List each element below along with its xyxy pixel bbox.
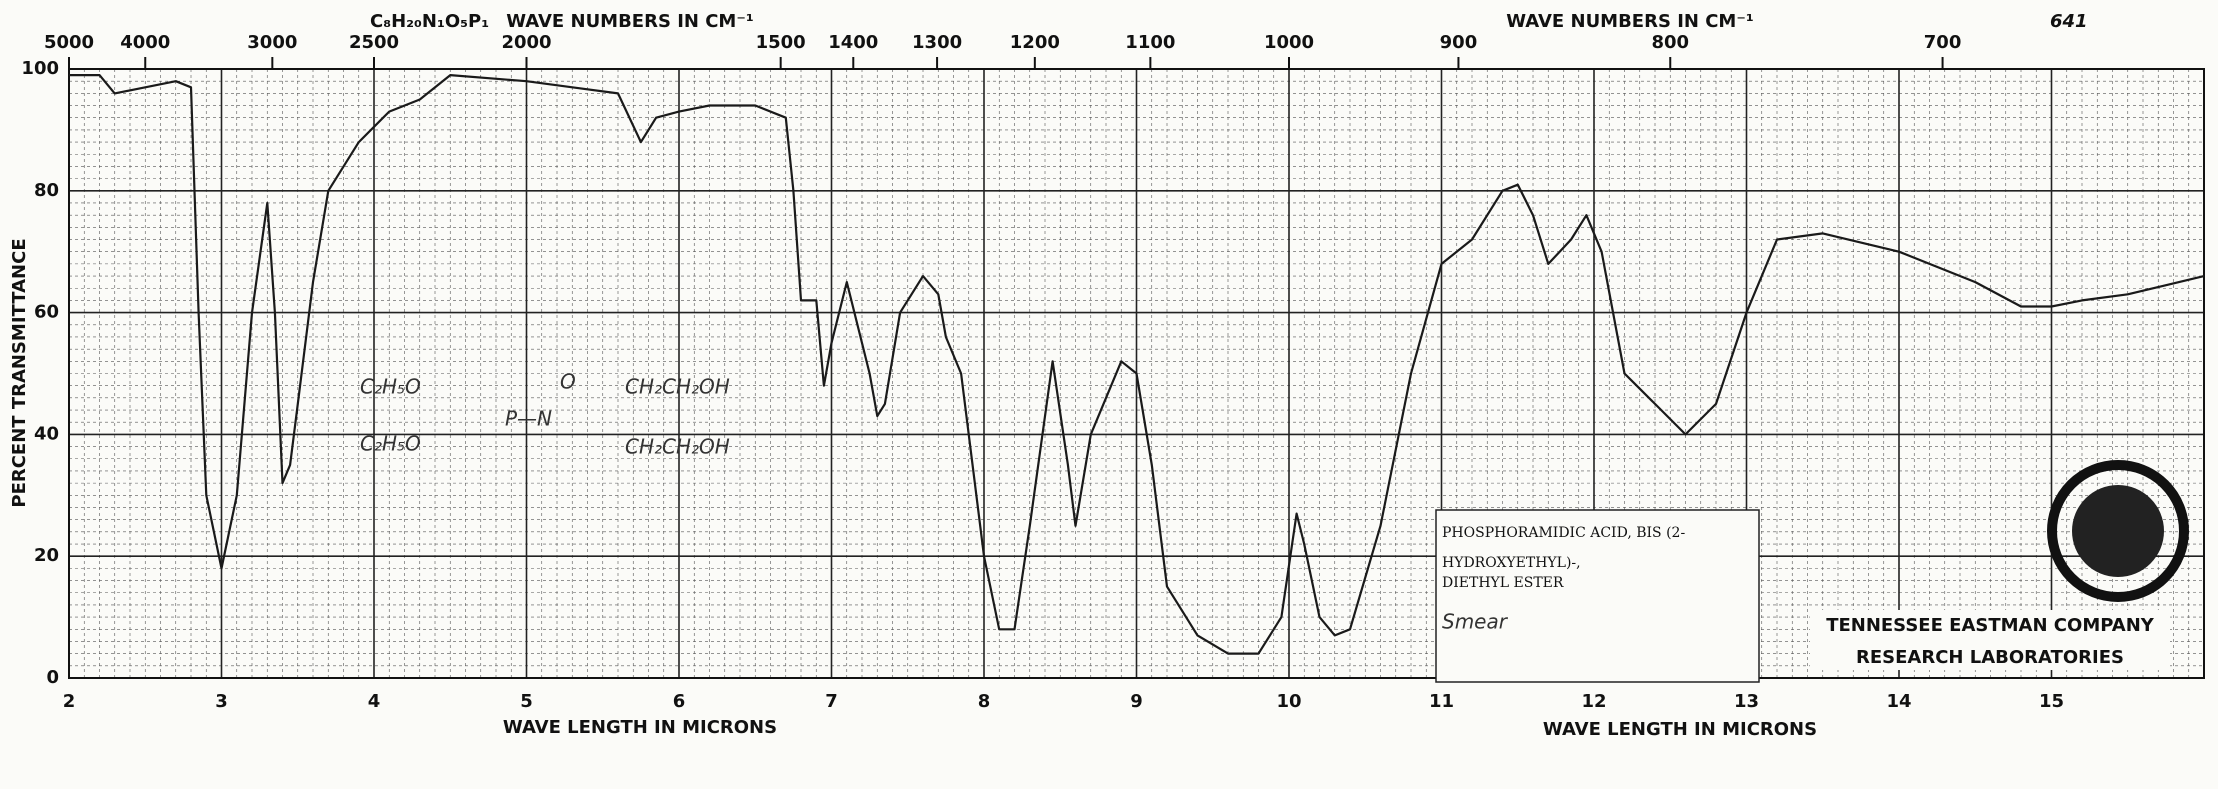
laboratory: RESEARCH LABORATORIES	[1856, 647, 2124, 668]
structure-note: C₂H₅O	[360, 375, 421, 399]
x2-tick-label: 1400	[828, 32, 878, 53]
plot-frame	[68, 68, 2205, 679]
x2-tick-label: 5000	[44, 32, 94, 53]
structure-note: CH₂CH₂OH	[625, 435, 730, 459]
company-box	[1810, 610, 2170, 670]
compound-name: HYDROXYETHYL)-,	[1442, 555, 1581, 571]
x-tick-label: 3	[215, 691, 228, 712]
x-tick-label: 9	[1130, 691, 1143, 712]
x2-tick-label: 700	[1924, 32, 1962, 53]
x2-tick-label: 3000	[247, 32, 297, 53]
x-tick-label: 6	[673, 691, 686, 712]
structure-note: CH₂CH₂OH	[625, 375, 730, 399]
x-tick-label: 8	[978, 691, 991, 712]
x-axis-label: WAVE LENGTH IN MICRONS	[503, 717, 777, 738]
x2-tick-label: 2500	[349, 32, 399, 53]
x-tick-label: 7	[825, 691, 838, 712]
compound-name: DIETHYL ESTER	[1442, 575, 1564, 591]
x2-tick-label: 900	[1440, 32, 1478, 53]
x-tick-label: 12	[1581, 691, 1606, 712]
x2-tick-label: 800	[1651, 32, 1689, 53]
structure-note: P—N	[505, 407, 552, 431]
y-tick-label: 80	[34, 180, 59, 201]
x-tick-label: 4	[368, 691, 381, 712]
structure-note: C₂H₅O	[360, 432, 421, 456]
x-tick-label: 13	[1734, 691, 1759, 712]
x2-tick-label: 1200	[1010, 32, 1060, 53]
chart-title-right: WAVE NUMBERS IN CM⁻¹	[1506, 11, 1753, 32]
x2-tick-label: 1500	[756, 32, 806, 53]
formula: C₈H₂₀N₁O₅P₁	[370, 11, 489, 32]
x2-tick-label: 1100	[1125, 32, 1175, 53]
sample-type: Smear	[1442, 610, 1509, 634]
x2-tick-label: 1300	[912, 32, 962, 53]
y-axis-label: PERCENT TRANSMITTANCE	[9, 238, 30, 507]
x-axis-label-right: WAVE LENGTH IN MICRONS	[1543, 719, 1817, 740]
x-tick-label: 14	[1886, 691, 1911, 712]
spectrum-line	[69, 74, 2205, 655]
x-tick-label: 2	[63, 691, 76, 712]
y-tick-label: 100	[21, 58, 59, 79]
x-tick-label: 15	[2039, 691, 2064, 712]
x2-tick-label: 2000	[501, 32, 551, 53]
logo	[2047, 460, 2189, 602]
sheet-number: 641	[2050, 11, 2088, 32]
logo-center	[2072, 485, 2164, 577]
y-tick-label: 40	[34, 423, 59, 444]
x-tick-label: 11	[1429, 691, 1454, 712]
x2-tick-label: 4000	[120, 32, 170, 53]
structure-note: O	[560, 370, 576, 394]
company: TENNESSEE EASTMAN COMPANY	[1826, 615, 2155, 636]
x-tick-label: 10	[1276, 691, 1301, 712]
compound-name: PHOSPHORAMIDIC ACID, BIS (2-	[1442, 525, 1685, 541]
label-box	[1435, 509, 1760, 683]
y-tick-label: 0	[46, 667, 59, 688]
chart-title: WAVE NUMBERS IN CM⁻¹	[506, 11, 753, 32]
y-tick-label: 60	[34, 302, 59, 323]
x2-tick-label: 1000	[1264, 32, 1314, 53]
x-tick-label: 5	[520, 691, 533, 712]
y-tick-label: 20	[34, 545, 59, 566]
